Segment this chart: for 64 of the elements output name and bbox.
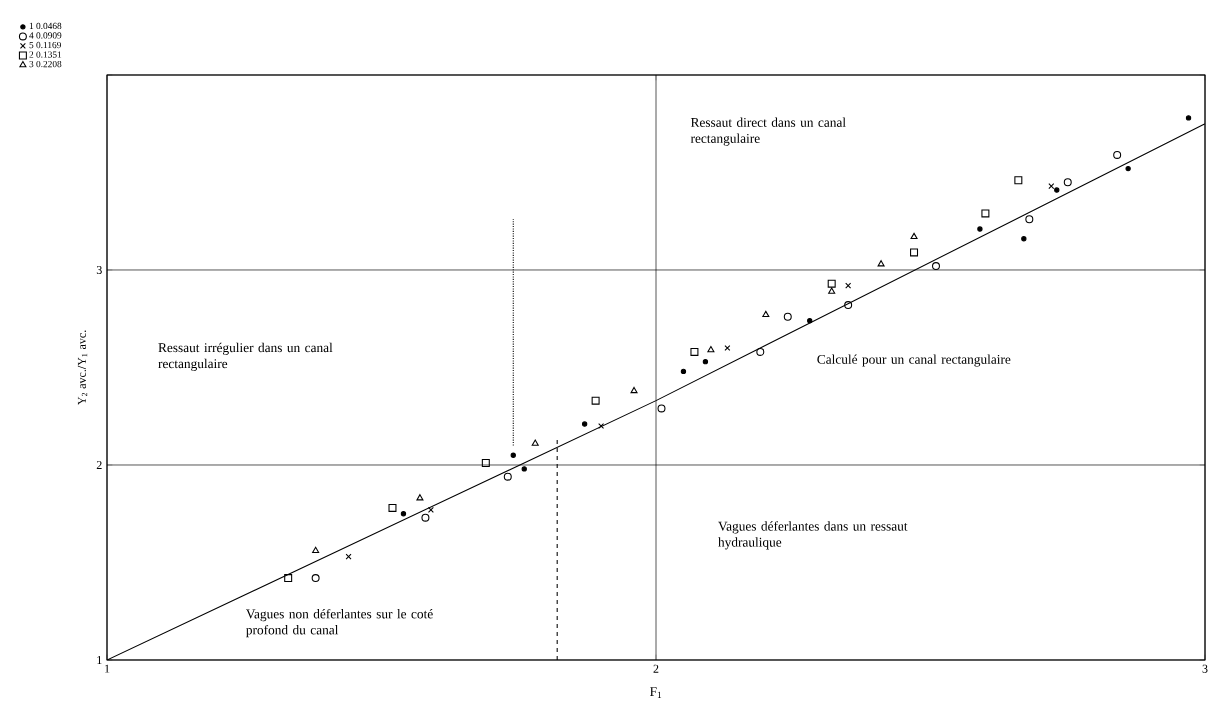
point — [1025, 215, 1034, 224]
legend-label: 4 0.0909 — [29, 32, 62, 39]
point — [591, 396, 600, 405]
legend-label: 2 0.1351 — [29, 51, 62, 58]
point — [1048, 183, 1055, 190]
point — [312, 546, 320, 554]
point — [845, 282, 852, 289]
point — [702, 358, 709, 365]
annotation: Ressaut irrégulier dans un canal rectangulaire — [158, 342, 333, 371]
point — [1185, 115, 1192, 121]
point — [400, 511, 407, 517]
point — [910, 248, 919, 257]
legend-label: 5 0.1169 — [29, 41, 61, 49]
annotation: Vagues non déferlantes sur le coté profond du canal — [246, 608, 433, 638]
y-tick-label: 3 — [96, 265, 102, 275]
point — [1125, 165, 1131, 172]
annotation: Vagues déferlantes dans un ressaut hydraulique — [718, 521, 908, 550]
point — [844, 301, 853, 310]
point — [510, 452, 516, 458]
x-tick-label: 3 — [1202, 664, 1208, 673]
point — [416, 494, 424, 501]
point — [931, 262, 941, 271]
point — [707, 345, 715, 353]
y-tick-label: 2 — [96, 461, 102, 469]
point — [531, 439, 539, 446]
point — [1113, 150, 1122, 159]
annotation: Ressaut direct dans un canal rectangulaire — [690, 117, 846, 146]
point — [977, 226, 983, 232]
point — [680, 368, 687, 375]
point — [1054, 187, 1060, 193]
point — [762, 310, 770, 318]
point — [481, 459, 490, 468]
point — [910, 232, 918, 240]
point — [877, 260, 885, 267]
point — [284, 574, 293, 583]
y-axis-title: Y$_{2}$ avc./Y$_{1}$ avc. — [77, 330, 88, 406]
point — [827, 279, 836, 288]
annotation: Calculé pour un canal rectangulaire — [817, 354, 1011, 367]
point — [828, 287, 836, 294]
point — [311, 574, 320, 583]
legend-label: 3 0.2208 — [29, 60, 62, 68]
x-tick-label: 1 — [105, 664, 110, 673]
point — [598, 422, 605, 429]
point — [981, 209, 990, 218]
point — [388, 503, 397, 512]
point — [427, 506, 434, 513]
point — [657, 404, 666, 413]
legend-label: 1 0.0468 — [29, 22, 62, 30]
point — [783, 312, 792, 321]
point — [421, 513, 430, 522]
point — [581, 421, 588, 427]
point — [807, 318, 813, 324]
point — [521, 466, 527, 472]
point — [1021, 236, 1027, 242]
point — [503, 472, 512, 481]
point — [724, 345, 731, 351]
y-tick-label: 1 — [97, 656, 102, 664]
point — [630, 386, 638, 394]
point — [756, 347, 765, 356]
point — [690, 347, 699, 356]
x-axis-title: F$_{1}$ — [650, 687, 662, 698]
x-tick-label: 2 — [653, 664, 659, 673]
point — [1014, 176, 1023, 185]
point — [1063, 178, 1072, 187]
